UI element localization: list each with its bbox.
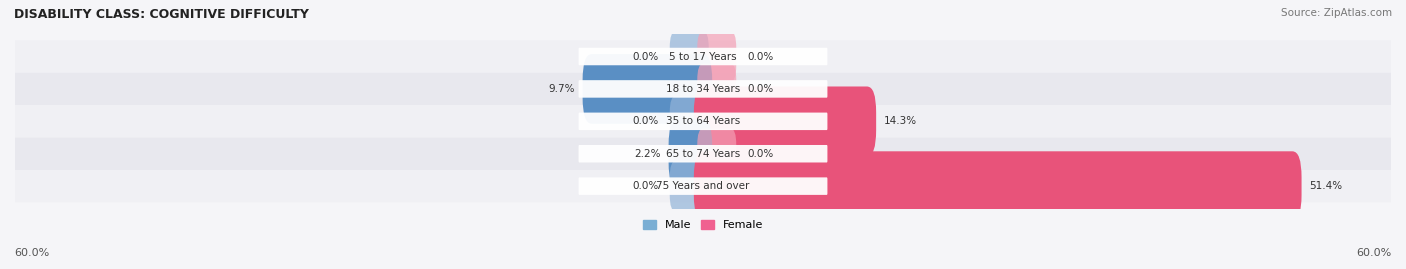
FancyBboxPatch shape [582,54,713,124]
FancyBboxPatch shape [579,112,827,130]
FancyBboxPatch shape [697,64,737,114]
FancyBboxPatch shape [693,87,876,156]
Text: 60.0%: 60.0% [1357,248,1392,258]
Text: 0.0%: 0.0% [748,149,773,159]
Text: 9.7%: 9.7% [548,84,575,94]
Text: 18 to 34 Years: 18 to 34 Years [666,84,740,94]
Text: 0.0%: 0.0% [748,84,773,94]
Text: 60.0%: 60.0% [14,248,49,258]
Text: 0.0%: 0.0% [633,52,658,62]
Text: 0.0%: 0.0% [633,181,658,191]
FancyBboxPatch shape [15,40,1391,73]
FancyBboxPatch shape [15,73,1391,105]
Text: 51.4%: 51.4% [1309,181,1343,191]
Text: 14.3%: 14.3% [884,116,917,126]
FancyBboxPatch shape [579,145,827,162]
Text: 65 to 74 Years: 65 to 74 Years [666,149,740,159]
FancyBboxPatch shape [693,151,1302,221]
FancyBboxPatch shape [669,161,709,211]
Text: 0.0%: 0.0% [633,116,658,126]
FancyBboxPatch shape [669,119,713,189]
Text: 5 to 17 Years: 5 to 17 Years [669,52,737,62]
Text: DISABILITY CLASS: COGNITIVE DIFFICULTY: DISABILITY CLASS: COGNITIVE DIFFICULTY [14,8,309,21]
Text: 2.2%: 2.2% [634,149,661,159]
FancyBboxPatch shape [697,129,737,179]
Text: 75 Years and over: 75 Years and over [657,181,749,191]
Text: 0.0%: 0.0% [748,52,773,62]
Text: 35 to 64 Years: 35 to 64 Years [666,116,740,126]
FancyBboxPatch shape [15,170,1391,202]
Legend: Male, Female: Male, Female [638,215,768,235]
FancyBboxPatch shape [579,80,827,98]
FancyBboxPatch shape [669,31,709,82]
FancyBboxPatch shape [579,48,827,65]
FancyBboxPatch shape [15,105,1391,137]
FancyBboxPatch shape [697,31,737,82]
Text: Source: ZipAtlas.com: Source: ZipAtlas.com [1281,8,1392,18]
FancyBboxPatch shape [669,96,709,146]
FancyBboxPatch shape [579,177,827,195]
FancyBboxPatch shape [15,137,1391,170]
